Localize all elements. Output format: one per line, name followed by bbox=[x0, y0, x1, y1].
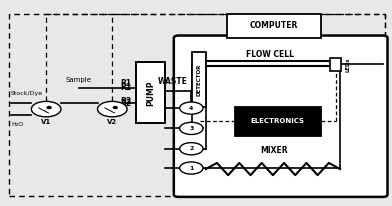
Circle shape bbox=[113, 107, 117, 109]
Text: H₂O: H₂O bbox=[11, 122, 24, 127]
Text: 4: 4 bbox=[189, 106, 194, 111]
Text: ELECTRONICS: ELECTRONICS bbox=[251, 118, 305, 124]
Text: 1: 1 bbox=[189, 166, 194, 171]
Text: Stock/Dye: Stock/Dye bbox=[11, 91, 43, 96]
Circle shape bbox=[180, 122, 203, 135]
Text: 3: 3 bbox=[189, 126, 194, 131]
Text: COMPUTER: COMPUTER bbox=[250, 21, 298, 30]
Text: V2: V2 bbox=[107, 119, 117, 125]
Text: R2: R2 bbox=[121, 98, 132, 108]
Text: R1: R1 bbox=[121, 83, 132, 92]
Text: R2: R2 bbox=[121, 97, 132, 107]
Circle shape bbox=[31, 101, 61, 117]
Bar bbox=[227, 14, 321, 38]
Text: LEDs: LEDs bbox=[345, 57, 350, 71]
Circle shape bbox=[180, 162, 203, 174]
Bar bbox=[192, 52, 206, 107]
Bar bbox=[136, 62, 165, 123]
Circle shape bbox=[180, 102, 203, 114]
Circle shape bbox=[47, 107, 51, 109]
Text: MIXER: MIXER bbox=[260, 146, 288, 155]
Text: DETECTOR: DETECTOR bbox=[196, 63, 201, 96]
Bar bbox=[235, 107, 321, 136]
Text: PUMP: PUMP bbox=[146, 80, 155, 106]
Circle shape bbox=[98, 101, 127, 117]
Text: V1: V1 bbox=[41, 119, 51, 125]
Text: FLOW CELL: FLOW CELL bbox=[246, 50, 294, 59]
Text: WASTE: WASTE bbox=[158, 77, 188, 86]
Circle shape bbox=[180, 143, 203, 155]
Text: 2: 2 bbox=[189, 146, 194, 151]
Bar bbox=[330, 58, 341, 71]
Text: R1: R1 bbox=[121, 79, 132, 88]
Text: Sample: Sample bbox=[65, 77, 92, 83]
FancyBboxPatch shape bbox=[174, 35, 388, 197]
